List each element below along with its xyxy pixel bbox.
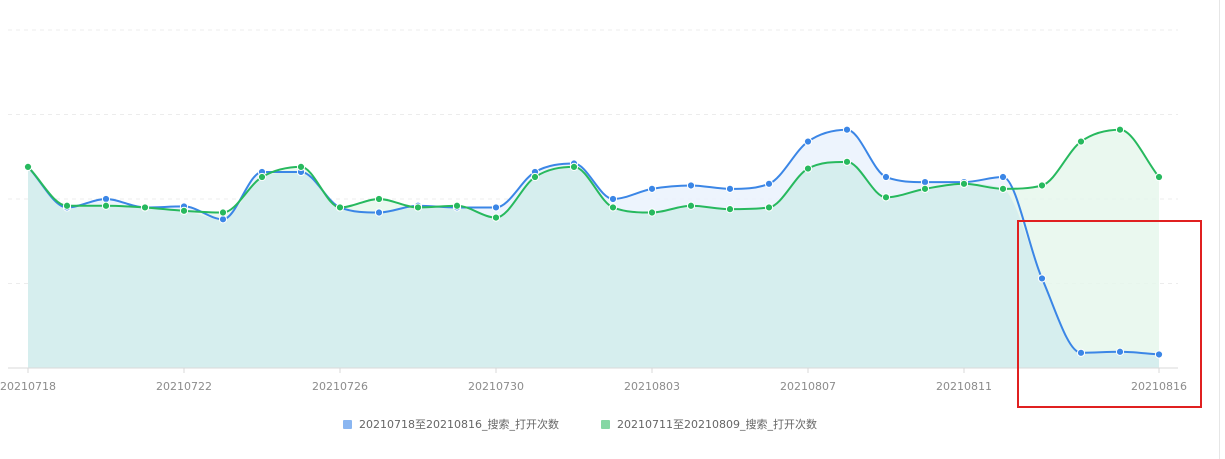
x-tick-label: 20210811 bbox=[936, 380, 992, 393]
data-point[interactable] bbox=[257, 172, 267, 182]
data-point[interactable] bbox=[374, 208, 384, 217]
data-point[interactable] bbox=[647, 208, 657, 217]
panel-divider bbox=[1219, 0, 1220, 459]
x-tick-label: 20210803 bbox=[624, 380, 680, 393]
data-point[interactable] bbox=[725, 205, 735, 214]
data-point[interactable] bbox=[101, 201, 111, 210]
legend-swatch-series-2 bbox=[601, 419, 610, 429]
data-point[interactable] bbox=[140, 203, 150, 212]
data-point[interactable] bbox=[1115, 125, 1125, 134]
data-point[interactable] bbox=[881, 193, 891, 202]
data-point[interactable] bbox=[803, 137, 813, 146]
x-tick-label: 20210718 bbox=[0, 380, 56, 393]
data-point[interactable] bbox=[959, 179, 969, 188]
data-point[interactable] bbox=[101, 194, 111, 204]
data-point[interactable] bbox=[764, 179, 774, 188]
x-tick-label: 20210816 bbox=[1131, 380, 1187, 393]
data-point[interactable] bbox=[842, 157, 852, 166]
x-tick-label: 20210807 bbox=[780, 380, 836, 393]
legend-label-series-1: 20210718至20210816_搜索_打开次数 bbox=[359, 418, 559, 431]
data-point[interactable] bbox=[491, 203, 501, 212]
legend: 20210718至20210816_搜索_打开次数 20210711至20210… bbox=[0, 416, 1160, 432]
data-point[interactable] bbox=[413, 203, 423, 212]
data-point[interactable] bbox=[452, 201, 462, 210]
data-point[interactable] bbox=[1115, 347, 1125, 356]
data-point[interactable] bbox=[764, 203, 774, 212]
data-point[interactable] bbox=[686, 181, 696, 190]
legend-swatch-series-1 bbox=[343, 419, 353, 429]
data-point[interactable] bbox=[998, 172, 1008, 182]
data-point[interactable] bbox=[23, 162, 33, 171]
data-point[interactable] bbox=[1076, 137, 1086, 146]
data-point[interactable] bbox=[1037, 181, 1047, 190]
data-point[interactable] bbox=[803, 164, 813, 173]
x-tick-label: 20210726 bbox=[312, 380, 368, 393]
data-point[interactable] bbox=[491, 213, 501, 222]
data-point[interactable] bbox=[608, 194, 618, 204]
data-point[interactable] bbox=[1154, 172, 1164, 182]
x-tick-label: 20210730 bbox=[468, 380, 524, 393]
data-point[interactable] bbox=[296, 162, 306, 171]
data-point[interactable] bbox=[725, 184, 735, 193]
data-point[interactable] bbox=[608, 203, 618, 212]
series-overlap-area bbox=[28, 161, 1159, 368]
annotation-layer bbox=[1017, 220, 1202, 408]
data-point[interactable] bbox=[179, 206, 189, 215]
data-point[interactable] bbox=[1154, 350, 1164, 359]
x-axis: 20210718 20210722 20210726 20210730 20210803… bbox=[0, 367, 1187, 393]
data-point[interactable] bbox=[1076, 348, 1086, 357]
x-tick-label: 20210722 bbox=[156, 380, 212, 393]
data-point[interactable] bbox=[530, 172, 540, 182]
data-point[interactable] bbox=[920, 178, 930, 187]
data-point[interactable] bbox=[686, 201, 696, 210]
series-areas bbox=[28, 129, 1159, 368]
legend-item-series-2[interactable]: 20210711至20210809_搜索_打开次数 bbox=[601, 416, 817, 432]
data-point[interactable] bbox=[62, 201, 72, 210]
data-point[interactable] bbox=[647, 184, 657, 193]
data-point[interactable] bbox=[842, 125, 852, 134]
data-point[interactable] bbox=[218, 215, 228, 224]
series-points bbox=[23, 125, 1164, 359]
data-point[interactable] bbox=[335, 203, 345, 212]
legend-item-series-1[interactable]: 20210718至20210816_搜索_打开次数 bbox=[343, 416, 559, 432]
data-point[interactable] bbox=[374, 194, 384, 204]
data-point[interactable] bbox=[998, 184, 1008, 193]
data-point[interactable] bbox=[218, 208, 228, 217]
legend-label-series-2: 20210711至20210809_搜索_打开次数 bbox=[617, 418, 817, 431]
data-point[interactable] bbox=[881, 172, 891, 182]
highlight-box bbox=[1017, 220, 1202, 408]
data-point[interactable] bbox=[1037, 274, 1047, 283]
data-point[interactable] bbox=[920, 184, 930, 193]
data-point[interactable] bbox=[569, 162, 579, 171]
